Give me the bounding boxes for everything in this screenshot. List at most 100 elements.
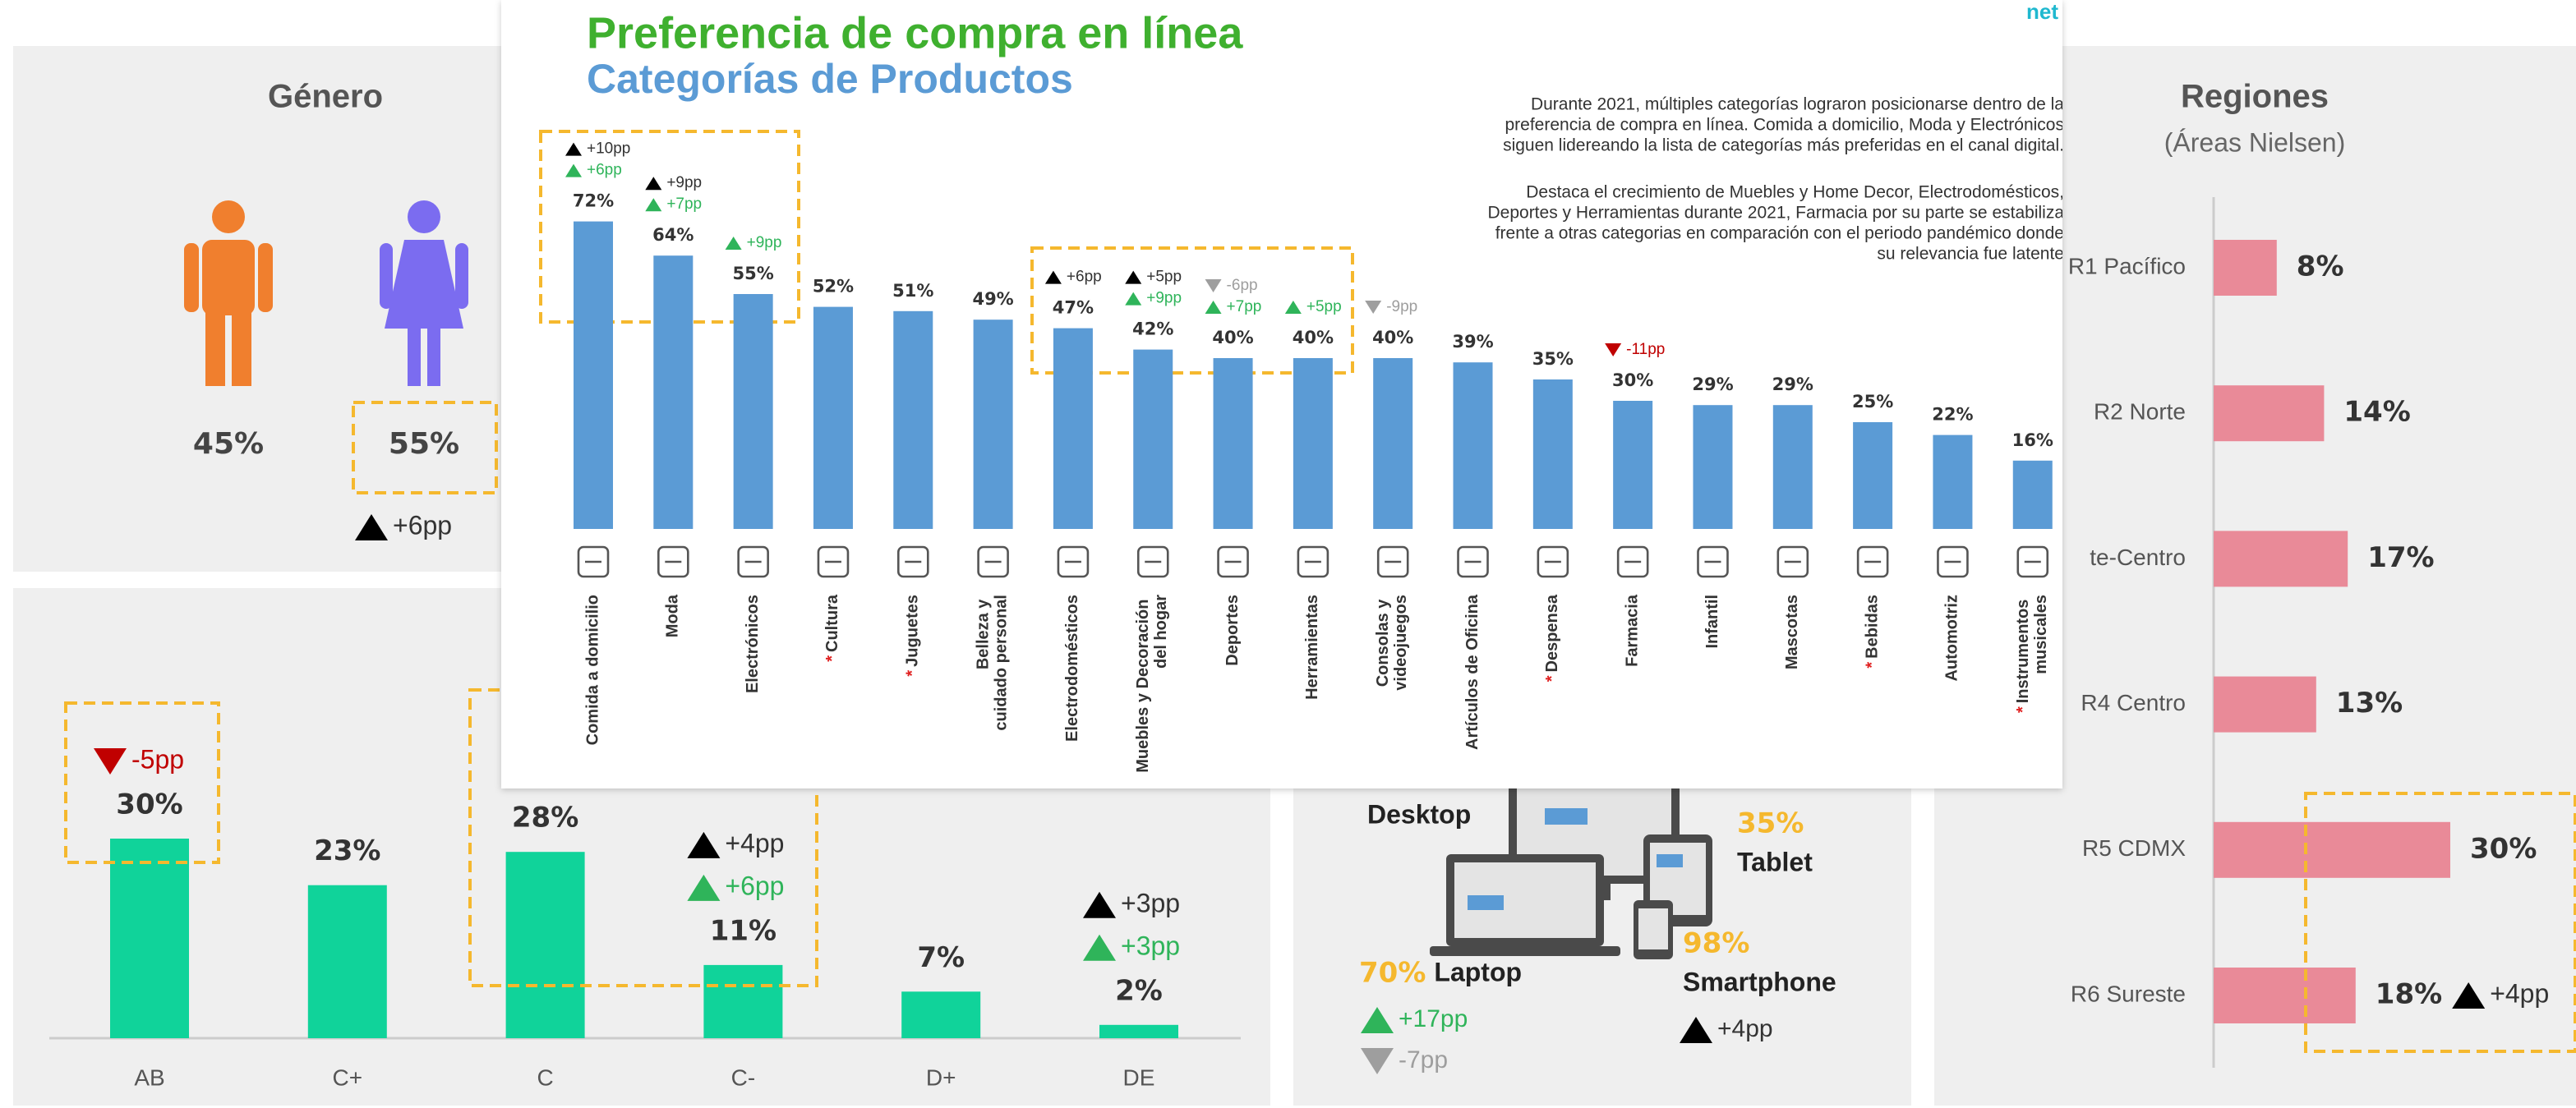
- person-arm: [258, 243, 273, 312]
- x-tick-group: Deportes: [1223, 595, 1242, 666]
- value-label: 40%: [1293, 328, 1334, 347]
- x-tick-group: Muebles y Decoración del hogar: [1135, 595, 1171, 773]
- category-icon: [1376, 545, 1409, 578]
- change-arrow: [1284, 301, 1302, 314]
- bar: [901, 991, 981, 1038]
- x-tick-label: C-: [731, 1064, 756, 1090]
- change-arrow: [645, 177, 662, 191]
- bar: [813, 306, 853, 529]
- change-arrow: [1125, 292, 1142, 306]
- value-label: 22%: [1932, 405, 1973, 425]
- value-label: 11%: [710, 914, 776, 947]
- highlight-box: [2304, 792, 2576, 1053]
- person-arm: [380, 243, 393, 309]
- x-tick-label: AB: [134, 1064, 164, 1090]
- y-tick-label: R6 Sureste: [2071, 981, 2186, 1006]
- x-tick-label: Artículos de Oficina: [1463, 594, 1482, 750]
- x-tick-group: Farmacia: [1623, 594, 1641, 667]
- x-tick-group: Moda: [664, 594, 682, 637]
- x-tick-label: Despensa: [1543, 594, 1561, 672]
- x-tick-label: C: [537, 1064, 553, 1090]
- category-icon: [2016, 545, 2049, 578]
- panel-title: Regiones: [2181, 79, 2329, 115]
- category-icon: [1537, 545, 1569, 578]
- panel-subtitle: (Áreas Nielsen): [2164, 127, 2346, 157]
- change-label: +7pp: [666, 195, 702, 213]
- change-label: +6pp: [393, 510, 452, 540]
- value-label: 35%: [1532, 349, 1574, 369]
- x-tick-group: Instrumentos musicales *: [2014, 595, 2050, 713]
- y-tick-label: R5 CDMX: [2082, 835, 2186, 861]
- x-tick-label: Bebidas: [1863, 595, 1881, 659]
- value-label: 70%: [1359, 957, 1426, 990]
- x-tick-label: Belleza y cuidado personal: [975, 595, 1011, 731]
- x-tick-line: videojuegos: [1392, 595, 1410, 691]
- description-line: frente a otras categorias en comparación…: [1495, 224, 2064, 243]
- x-tick-group: Belleza y cuidado personal: [975, 595, 1011, 731]
- bar: [1053, 328, 1093, 529]
- value-label: 25%: [1852, 392, 1893, 411]
- highlight-box: [352, 401, 498, 494]
- change-label: +5pp: [1146, 269, 1182, 286]
- change-arrow: [725, 237, 742, 250]
- change-arrow: [1605, 343, 1622, 356]
- value-label: 13%: [2336, 687, 2403, 720]
- change-label: +6pp: [725, 871, 784, 900]
- value-label: 35%: [1737, 807, 1804, 840]
- value-label: 29%: [1772, 375, 1813, 394]
- nse-chart: 30% AB -5pp 23% C+ 28% C 11% C- +4pp +6pp 7% D+ 2% DE +…: [49, 744, 1241, 1090]
- value-label: 14%: [2343, 396, 2410, 429]
- bar: [2214, 676, 2316, 733]
- bar: [1453, 362, 1493, 529]
- description-line: Destaca el crecimiento de Muebles y Home…: [1526, 183, 2064, 202]
- value-label: 30%: [116, 788, 182, 821]
- x-tick-line: Consolas y: [1374, 595, 1392, 687]
- x-tick-label: Cultura: [823, 594, 841, 652]
- x-tick-group: Comida a domicilio: [583, 595, 601, 745]
- bar: [1693, 405, 1733, 529]
- person-leg: [205, 312, 225, 386]
- value-label: 28%: [512, 802, 578, 834]
- highlight-box: [539, 130, 800, 324]
- bar: [1772, 405, 1813, 529]
- x-tick-group: Consolas y videojuegos: [1374, 595, 1410, 691]
- highlight-box: [1030, 246, 1354, 375]
- bar: [2214, 968, 2356, 1023]
- change-arrow: [2452, 982, 2486, 1009]
- description-line: Durante 2021, múltiples categorías logra…: [1531, 95, 2064, 114]
- bar: [2214, 240, 2277, 296]
- change-label: -6pp: [1227, 277, 1258, 294]
- change-arrow: [1044, 270, 1062, 284]
- x-tick-label: Herramientas: [1303, 595, 1321, 700]
- bar: [2214, 821, 2450, 878]
- bar: [110, 839, 189, 1038]
- person-leg: [427, 329, 440, 386]
- y-tick-label: R1 Pacífico: [2068, 253, 2186, 278]
- category-icon: [896, 545, 929, 578]
- change-arrow: [565, 142, 582, 156]
- value-label: 49%: [972, 289, 1013, 309]
- change-label: -5pp: [131, 744, 184, 774]
- note-marker: *: [1543, 675, 1561, 682]
- x-tick-group: Mascotas: [1783, 595, 1801, 669]
- bar: [973, 320, 1013, 529]
- change-label: +6pp: [587, 162, 622, 179]
- note-marker: *: [1863, 662, 1881, 669]
- person-arm: [184, 243, 199, 312]
- x-tick-label: Mascotas: [1783, 595, 1801, 669]
- phone-screen: [1638, 908, 1668, 949]
- x-tick-line: Muebles y Decoración: [1135, 595, 1153, 773]
- change-label: +9pp: [666, 174, 702, 191]
- description-line: siguen lidereando la lista de categorías…: [1503, 136, 2064, 155]
- main-chart: net Preferencia de compra en líneaCatego…: [539, 0, 2064, 773]
- change-arrow: [1083, 934, 1116, 961]
- x-tick-label: Automotriz: [1943, 595, 1961, 682]
- change-arrow: [645, 198, 662, 212]
- change-arrow: [1365, 301, 1382, 314]
- value-label: 42%: [1132, 320, 1173, 339]
- bar: [1532, 379, 1573, 529]
- change-arrow: [1083, 891, 1116, 918]
- x-tick-group: Artículos de Oficina: [1463, 594, 1482, 750]
